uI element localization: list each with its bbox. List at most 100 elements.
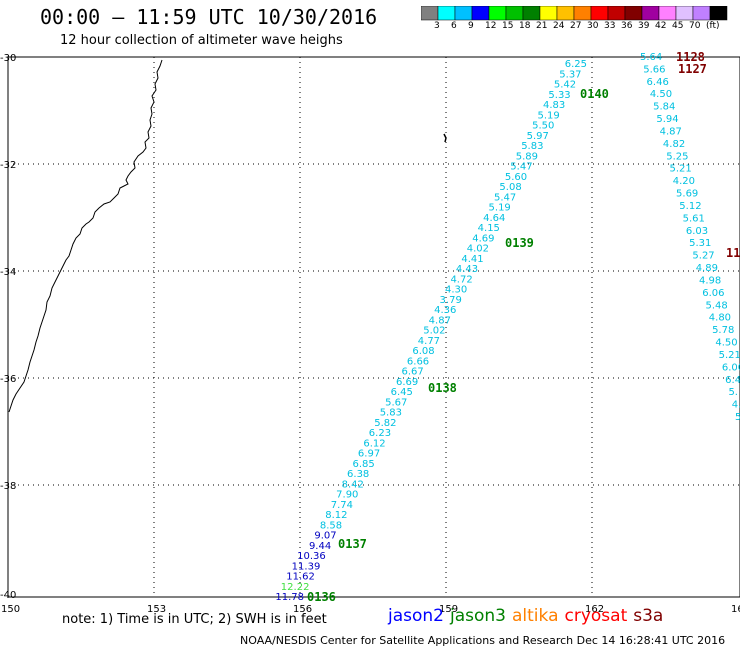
wave-height-label: 11.78 <box>275 592 304 603</box>
colorbar-tick-label: 12 <box>485 21 497 31</box>
colorbar-tick-label: 30 <box>587 21 599 31</box>
colorbar-swatch <box>607 6 626 21</box>
altimeter-track-2: 5.645.666.464.505.845.944.874.825.255.21… <box>640 52 740 423</box>
colorbar-swatch <box>539 6 558 21</box>
pass-time-label: 1128 <box>676 50 705 64</box>
map-frame <box>7 56 740 598</box>
colorbar-swatch <box>505 6 524 21</box>
wave-height-label: 5.47 <box>494 192 516 203</box>
colorbar-tick-label: 18 <box>519 21 531 31</box>
wave-height-label: 4.50 <box>715 338 737 349</box>
wave-height-label: 5.64 <box>640 52 662 63</box>
lon-tick-label: 153 <box>147 604 166 615</box>
wave-height-label: 4.82 <box>663 139 685 150</box>
wave-height-label: 3.79 <box>440 295 462 306</box>
colorbar-swatch <box>488 6 507 21</box>
grid-lines <box>8 57 740 597</box>
colorbar-swatch <box>675 6 694 21</box>
pass-time-label: 0140 <box>580 87 609 101</box>
pass-time-label: 0137 <box>338 537 367 551</box>
wave-height-label: 4.87 <box>429 315 451 326</box>
wave-height-label: 9.44 <box>309 541 331 552</box>
wave-height-label: 8.58 <box>320 520 342 531</box>
wave-height-label: 4.77 <box>418 336 440 347</box>
satellite-legend-item: jason2 <box>388 606 444 626</box>
wave-height-label: 5.47 <box>510 162 532 173</box>
coastline <box>8 59 163 413</box>
lat-tick-label: -40 <box>0 590 16 601</box>
wave-height-label: 4.50 <box>650 89 672 100</box>
wave-height-label: 10.36 <box>297 551 326 562</box>
wave-height-label: 5.83 <box>521 141 543 152</box>
colorbar-swatch <box>437 6 456 21</box>
colorbar-swatch <box>692 6 711 21</box>
wave-height-label: 5.78 <box>712 325 734 336</box>
colorbar-tick-label: 24 <box>553 21 565 31</box>
colorbar-tick-label: 27 <box>570 21 582 31</box>
satellite-legend-item: jason3 <box>450 606 506 626</box>
colorbar-swatch <box>573 6 592 21</box>
colorbar-tick-label: 45 <box>672 21 684 31</box>
wave-height-label: 6.4 <box>725 375 740 386</box>
footnote: note: 1) Time is in UTC; 2) SWH is in fe… <box>62 612 327 627</box>
colorbar-tick-label: 70 <box>689 21 701 31</box>
wave-height-label: 6.23 <box>369 428 391 439</box>
wave-height-label: 8.12 <box>325 510 347 521</box>
lon-tick-label: 165 <box>731 604 740 615</box>
pass-time-label: 1127 <box>678 62 707 76</box>
lon-tick-label: 150 <box>1 604 20 615</box>
colorbar-swatch <box>471 6 490 21</box>
wave-height-label: 4.41 <box>461 254 483 265</box>
wave-height-label: 5.94 <box>656 114 678 125</box>
wave-height-label: 4.69 <box>472 233 494 244</box>
wave-height-label: 4.30 <box>445 285 467 296</box>
colorbar-tick-label: 15 <box>502 21 514 31</box>
lon-tick-label: 159 <box>439 604 458 615</box>
wave-height-label: 5.89 <box>516 151 538 162</box>
altimeter-track-1: 6.255.375.425.334.835.195.505.975.835.89… <box>275 59 587 603</box>
wave-height-label: 4.83 <box>543 100 565 111</box>
map-subtitle: 12 hour collection of altimeter wave hei… <box>60 33 343 48</box>
colorbar-tick-label: 42 <box>655 21 667 31</box>
wave-height-label: 5.48 <box>706 300 728 311</box>
pass-time-label: 0139 <box>505 236 534 250</box>
wave-height-label: 5.19 <box>489 203 511 214</box>
wave-height-label: 7.74 <box>331 500 353 511</box>
wave-height-label: 5.19 <box>538 110 560 121</box>
wave-height-label: 5.12 <box>679 201 701 212</box>
lat-tick-label: -38 <box>0 481 16 492</box>
colorbar-swatch <box>522 6 541 21</box>
colorbar-swatch <box>590 6 609 21</box>
lat-tick-label: -34 <box>0 267 16 278</box>
map-title: 00:00 – 11:59 UTC 10/30/2016 <box>40 5 378 29</box>
colorbar-tick-label: 33 <box>604 21 616 31</box>
colorbar-swatch <box>658 6 677 21</box>
wave-height-label: 4.15 <box>478 223 500 234</box>
wave-height-label: 5.50 <box>532 121 554 132</box>
wave-height-label: 4.98 <box>699 275 721 286</box>
wave-height-label: 12.22 <box>281 582 310 593</box>
wave-height-label: 5.61 <box>683 213 705 224</box>
colorbar-swatch <box>556 6 575 21</box>
wave-height-label: 11.39 <box>292 561 321 572</box>
wave-height-label: 4.02 <box>467 244 489 255</box>
satellite-legend-item: cryosat <box>564 606 628 626</box>
wave-height-label: 6.85 <box>352 459 374 470</box>
wave-height-label: 5.27 <box>692 251 714 262</box>
color-scale-bar <box>421 6 728 21</box>
wave-height-label: 5. <box>728 387 738 398</box>
wave-height-label: 6.46 <box>647 77 669 88</box>
wave-height-label: 6.45 <box>391 387 413 398</box>
wave-height-label: 6.25 <box>565 59 587 70</box>
colorbar-swatch <box>709 6 728 21</box>
wave-height-label: 4.87 <box>660 126 682 137</box>
wave-height-label: 5.33 <box>548 90 570 101</box>
colorbar-swatch <box>641 6 660 21</box>
wave-height-label: 4.20 <box>673 176 695 187</box>
colorbar-tick-label: (ft) <box>706 21 720 31</box>
axis-labels: 150 153 156 159 162 165 -30 -32 -34 -36 -38 -40 <box>0 53 740 615</box>
lat-tick-label: -32 <box>0 160 16 171</box>
wave-height-label: 6.06 <box>702 288 724 299</box>
wave-height-label: 4.89 <box>696 263 718 274</box>
